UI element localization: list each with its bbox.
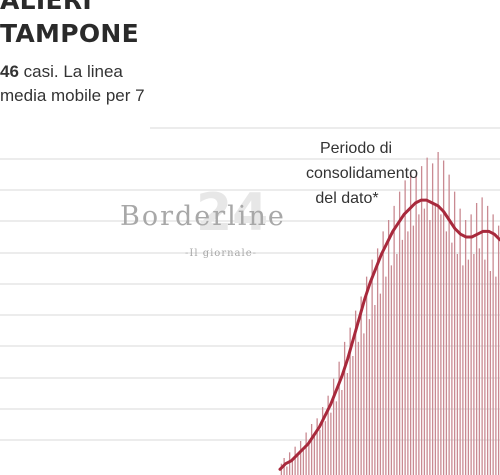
- title-line-2: TAMPONE: [0, 19, 140, 48]
- subtitle-text: casi. La linea: [18, 62, 123, 81]
- title-line-1: ALIERI: [0, 0, 93, 15]
- annotation-line-3: del dato*: [315, 190, 378, 207]
- moving-average-line: [278, 198, 500, 471]
- subtitle-line-2: media mobile per 7: [0, 86, 145, 105]
- watermark-number: 24: [196, 183, 268, 243]
- watermark: 24 Borderline -Il giornale-: [120, 183, 286, 259]
- watermark-name: Borderline: [120, 201, 286, 232]
- daily-bars: [280, 152, 500, 475]
- subtitle-line-1: 46 casi. La linea: [0, 62, 123, 82]
- consolidation-annotation: Periodo di consolidamento del dato*: [306, 140, 418, 207]
- subtitle-count: 46: [0, 62, 19, 81]
- annotation-line-2: consolidamento: [306, 165, 418, 182]
- annotation-line-1: Periodo di: [320, 140, 392, 157]
- watermark-tagline: -Il giornale-: [185, 248, 257, 259]
